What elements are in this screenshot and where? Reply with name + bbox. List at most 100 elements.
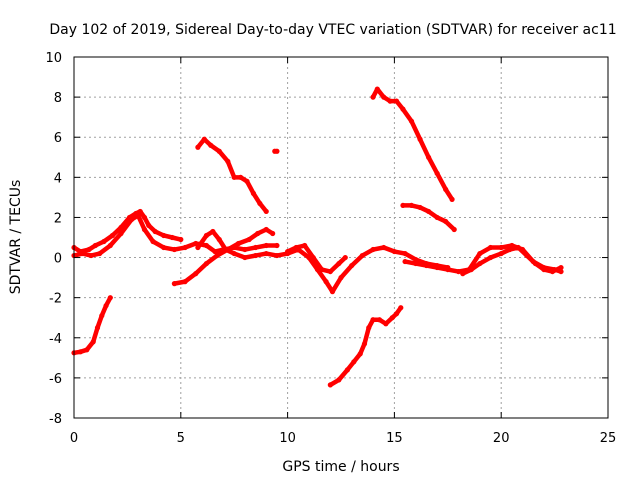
series-track-5 bbox=[195, 136, 269, 215]
data-point bbox=[423, 262, 430, 269]
data-point bbox=[329, 289, 336, 295]
data-point bbox=[99, 313, 105, 319]
series-track-11 bbox=[400, 202, 457, 233]
data-point bbox=[293, 244, 299, 251]
data-point bbox=[129, 216, 135, 223]
data-point bbox=[344, 367, 351, 373]
data-point bbox=[263, 226, 269, 233]
data-point bbox=[182, 244, 188, 251]
data-point bbox=[94, 325, 101, 331]
data-point bbox=[86, 246, 92, 253]
data-point bbox=[270, 230, 276, 237]
data-point bbox=[477, 250, 483, 257]
data-point bbox=[393, 98, 400, 104]
data-point bbox=[182, 279, 188, 285]
data-point bbox=[487, 244, 494, 251]
data-point bbox=[203, 232, 210, 239]
data-point bbox=[90, 339, 96, 345]
data-point bbox=[193, 240, 199, 247]
data-point bbox=[263, 208, 269, 215]
data-point bbox=[263, 250, 269, 257]
data-point bbox=[225, 158, 231, 164]
grid-layer bbox=[74, 57, 608, 418]
data-point bbox=[285, 248, 291, 255]
data-point bbox=[460, 271, 466, 277]
x-tick-label: 5 bbox=[177, 431, 185, 446]
series-track-8 bbox=[285, 242, 348, 275]
data-point bbox=[558, 264, 564, 271]
y-tick-label: -6 bbox=[49, 372, 62, 387]
x-axis-label: GPS time / hours bbox=[282, 459, 399, 475]
data-point bbox=[193, 271, 199, 277]
data-point bbox=[381, 94, 387, 100]
y-tick-label: 0 bbox=[54, 252, 62, 267]
data-point bbox=[515, 244, 521, 251]
data-point bbox=[169, 234, 175, 241]
data-point bbox=[92, 242, 98, 249]
data-point bbox=[443, 218, 449, 225]
data-point bbox=[370, 317, 376, 323]
data-point bbox=[389, 315, 395, 321]
data-point bbox=[400, 106, 406, 112]
data-point bbox=[455, 268, 462, 275]
y-tick-label: -4 bbox=[49, 332, 62, 347]
data-point bbox=[434, 264, 440, 271]
x-tick-label: 20 bbox=[493, 431, 510, 446]
data-point bbox=[109, 232, 116, 239]
data-point bbox=[319, 266, 325, 273]
y-axis-label: SDTVAR / TECUs bbox=[8, 180, 24, 295]
data-point bbox=[161, 232, 167, 239]
data-point bbox=[274, 148, 280, 154]
data-point bbox=[141, 226, 148, 233]
data-point bbox=[171, 246, 177, 253]
data-point bbox=[235, 240, 242, 247]
data-point bbox=[255, 230, 261, 237]
y-tick-label: -2 bbox=[49, 292, 62, 307]
data-point bbox=[223, 246, 229, 253]
data-point bbox=[216, 148, 222, 154]
data-point bbox=[208, 142, 214, 148]
data-point bbox=[387, 98, 393, 104]
axis-layer: 0 5 10 15 20 25 -8 -6 -4 -2 0 2 4 6 8 10 bbox=[45, 51, 616, 446]
data-point bbox=[141, 214, 148, 221]
data-point bbox=[137, 208, 143, 215]
data-point bbox=[203, 260, 210, 267]
series-track-10 bbox=[370, 86, 455, 202]
data-point bbox=[242, 254, 248, 261]
data-point bbox=[101, 238, 107, 245]
data-point bbox=[242, 246, 248, 253]
y-tick-label: 6 bbox=[54, 131, 62, 146]
data-point bbox=[408, 118, 415, 124]
series-track-3 bbox=[71, 212, 280, 259]
series-track-7 bbox=[195, 228, 451, 295]
data-point bbox=[398, 305, 404, 311]
data-point bbox=[376, 317, 383, 323]
plot-frame bbox=[73, 56, 609, 419]
data-point bbox=[549, 268, 556, 275]
data-point bbox=[351, 359, 357, 365]
data-point bbox=[413, 256, 419, 263]
data-point bbox=[238, 174, 244, 180]
data-point bbox=[370, 94, 376, 100]
series-track-13 bbox=[460, 244, 564, 277]
data-point bbox=[425, 154, 432, 160]
data-point bbox=[327, 382, 333, 388]
chart-title: Day 102 of 2019, Sidereal Day-to-day VTE… bbox=[49, 22, 616, 38]
data-point bbox=[77, 349, 84, 355]
y-tick-label: -8 bbox=[49, 412, 62, 427]
data-point bbox=[532, 260, 538, 267]
data-point bbox=[88, 252, 94, 259]
data-point bbox=[336, 377, 342, 383]
data-point bbox=[150, 238, 156, 245]
y-tick-label: 4 bbox=[54, 171, 62, 186]
data-point bbox=[244, 178, 250, 184]
data-point bbox=[310, 254, 316, 261]
data-point bbox=[541, 266, 547, 273]
data-point bbox=[107, 242, 113, 249]
data-point bbox=[374, 86, 380, 92]
data-point bbox=[274, 242, 280, 249]
data-point bbox=[336, 260, 342, 267]
data-point bbox=[161, 244, 167, 251]
data-point bbox=[434, 170, 440, 176]
